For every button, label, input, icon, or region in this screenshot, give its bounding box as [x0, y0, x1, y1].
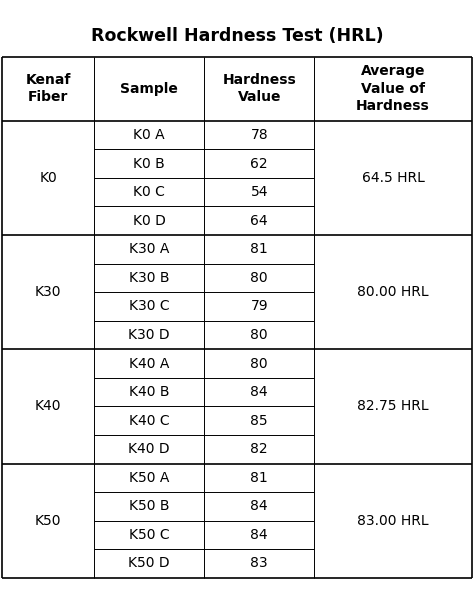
Text: 54: 54	[251, 185, 268, 199]
Text: 81: 81	[250, 242, 268, 256]
Text: K40 D: K40 D	[128, 442, 170, 456]
Text: Hardness
Value: Hardness Value	[222, 73, 296, 104]
Text: 85: 85	[250, 414, 268, 428]
Text: Kenaf
Fiber: Kenaf Fiber	[26, 73, 71, 104]
Text: K0 A: K0 A	[133, 128, 165, 142]
Text: K0 B: K0 B	[133, 156, 165, 171]
Text: 82: 82	[250, 442, 268, 456]
Text: K0 C: K0 C	[133, 185, 165, 199]
Text: K50: K50	[35, 513, 61, 528]
Text: K30 A: K30 A	[129, 242, 169, 256]
Text: 83.00 HRL: 83.00 HRL	[357, 513, 429, 528]
Text: 62: 62	[250, 156, 268, 171]
Text: 83: 83	[250, 556, 268, 571]
Text: 79: 79	[250, 299, 268, 314]
Text: 80: 80	[250, 356, 268, 371]
Text: 80.00 HRL: 80.00 HRL	[357, 285, 429, 299]
Text: Rockwell Hardness Test (HRL): Rockwell Hardness Test (HRL)	[91, 27, 383, 45]
Text: K50 A: K50 A	[129, 471, 169, 485]
Text: K30 D: K30 D	[128, 328, 170, 342]
Text: K50 C: K50 C	[129, 528, 169, 542]
Text: K50 B: K50 B	[129, 499, 169, 513]
Text: K50 D: K50 D	[128, 556, 170, 571]
Text: 64: 64	[250, 214, 268, 228]
Text: 84: 84	[250, 385, 268, 399]
Text: 80: 80	[250, 328, 268, 342]
Text: K0 D: K0 D	[133, 214, 165, 228]
Text: K30 B: K30 B	[129, 271, 169, 285]
Text: 78: 78	[250, 128, 268, 142]
Text: K40 C: K40 C	[129, 414, 169, 428]
Text: 84: 84	[250, 499, 268, 513]
Text: 82.75 HRL: 82.75 HRL	[357, 399, 429, 414]
Text: K30: K30	[35, 285, 61, 299]
Text: K40 B: K40 B	[129, 385, 169, 399]
Text: 80: 80	[250, 271, 268, 285]
Text: 64.5 HRL: 64.5 HRL	[362, 171, 424, 185]
Text: Average
Value of
Hardness: Average Value of Hardness	[356, 64, 430, 113]
Text: 81: 81	[250, 471, 268, 485]
Text: 84: 84	[250, 528, 268, 542]
Text: K40 A: K40 A	[129, 356, 169, 371]
Text: K30 C: K30 C	[129, 299, 169, 314]
Text: K40: K40	[35, 399, 61, 414]
Text: Sample: Sample	[120, 82, 178, 96]
Text: K0: K0	[39, 171, 57, 185]
